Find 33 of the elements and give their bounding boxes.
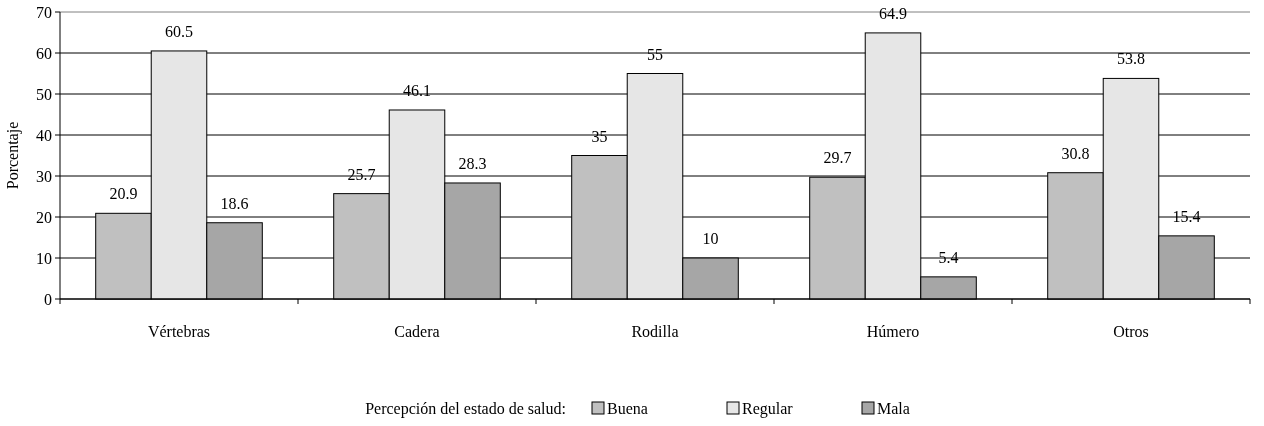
- x-tick-label: Húmero: [866, 323, 920, 340]
- y-axis-title: Porcentaje: [4, 121, 22, 190]
- legend-label: Regular: [742, 399, 794, 418]
- x-tick-label: Rodilla: [631, 323, 679, 340]
- data-label: 5.4: [938, 248, 959, 266]
- x-tick-label: Vértebras: [147, 323, 211, 340]
- data-label: 10: [702, 230, 719, 247]
- data-label: 64.9: [879, 4, 907, 22]
- data-label: 29.7: [823, 149, 852, 167]
- y-tick-label: 20: [36, 208, 52, 226]
- y-tick-label: 0: [44, 290, 52, 308]
- data-label: 53.8: [1117, 50, 1145, 68]
- data-label: 35: [591, 127, 608, 145]
- data-label: 60.5: [165, 22, 193, 40]
- y-tick-label: 50: [36, 85, 52, 103]
- data-label: 55: [647, 45, 663, 63]
- y-tick-label: 60: [36, 44, 52, 62]
- y-tick-label: 30: [36, 167, 52, 185]
- x-tick-label: Cadera: [394, 323, 440, 340]
- legend-title: Percepción del estado de salud:: [365, 399, 566, 418]
- x-tick-label: Otros: [1113, 323, 1149, 340]
- legend-label: Mala: [877, 399, 910, 417]
- data-label: 28.3: [458, 154, 487, 172]
- data-label: 15.4: [1172, 207, 1201, 225]
- legend-label: Buena: [607, 399, 648, 417]
- data-label: 30.8: [1061, 144, 1090, 162]
- y-tick-label: 70: [36, 3, 52, 21]
- y-tick-label: 40: [36, 126, 52, 144]
- data-label: 18.6: [220, 194, 249, 212]
- y-tick-label: 10: [36, 249, 52, 267]
- data-label: 25.7: [347, 165, 376, 183]
- data-label: 46.1: [403, 81, 431, 99]
- data-label: 20.9: [109, 185, 138, 203]
